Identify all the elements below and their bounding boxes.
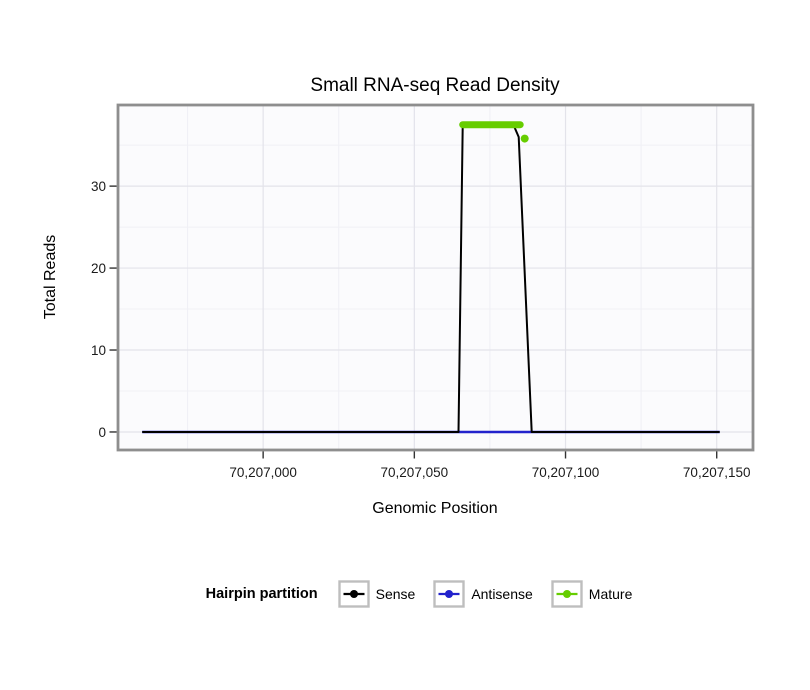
panel-border-rect <box>116 103 755 452</box>
x-tick-label: 70,207,150 <box>683 465 751 480</box>
y-tick-label: 10 <box>91 343 106 358</box>
series-marker-mature <box>520 134 529 143</box>
legend-key-icon <box>433 580 466 608</box>
plot-panel <box>118 105 753 450</box>
legend-key-icon <box>337 580 370 608</box>
legend-item-mature: Mature <box>551 580 633 608</box>
panel-border <box>116 103 755 452</box>
read-density-chart: 70,207,000 70,207,050 70,207,100 70,207,150… <box>42 75 755 517</box>
y-tick-label: 0 <box>98 425 106 440</box>
y-axis-ticks: 0 10 20 30 <box>91 179 117 440</box>
legend-label: Sense <box>375 586 416 602</box>
gridlines-minor <box>118 105 753 450</box>
legend-item-sense: Sense <box>337 580 416 608</box>
x-axis-label: Genomic Position <box>372 500 497 517</box>
legend-label: Antisense <box>471 586 533 602</box>
legend: Hairpin partition Sense Antisense Mature <box>28 580 810 608</box>
chart-title: Small RNA-seq Read Density <box>310 75 560 96</box>
legend-label: Mature <box>588 586 633 602</box>
panel-background <box>118 105 753 450</box>
legend-title: Hairpin partition <box>205 586 318 602</box>
x-tick-label: 70,207,000 <box>229 465 297 480</box>
legend-key-icon <box>551 580 583 608</box>
legend-item-antisense: Antisense <box>433 580 533 608</box>
y-tick-label: 20 <box>91 261 106 276</box>
data-series <box>142 121 720 434</box>
y-tick-label: 30 <box>91 179 106 194</box>
x-tick-label: 70,207,050 <box>381 465 449 480</box>
legend-items: Sense Antisense Mature <box>337 580 633 608</box>
x-axis-ticks: 70,207,000 70,207,050 70,207,100 70,207,150 <box>229 451 751 480</box>
y-axis-label: Total Reads <box>42 235 59 320</box>
x-tick-label: 70,207,100 <box>532 465 600 480</box>
